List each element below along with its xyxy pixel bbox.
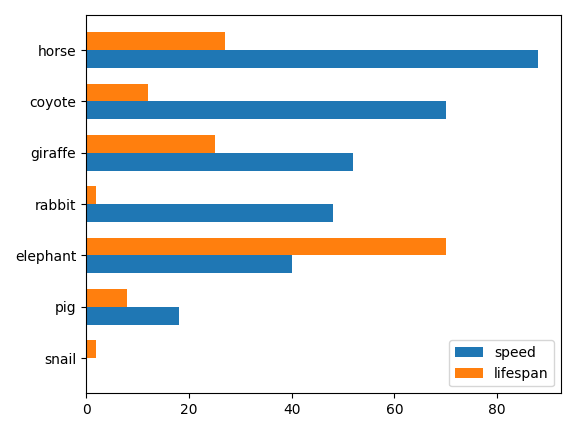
Bar bbox=[86, 238, 446, 255]
Bar bbox=[86, 153, 353, 171]
Bar bbox=[86, 83, 148, 102]
Bar bbox=[86, 340, 96, 358]
Legend: speed, lifespan: speed, lifespan bbox=[449, 340, 554, 386]
Bar bbox=[86, 102, 446, 120]
Bar bbox=[86, 32, 225, 50]
Bar bbox=[86, 307, 179, 325]
Bar bbox=[86, 289, 127, 307]
Bar bbox=[86, 255, 291, 273]
Bar bbox=[86, 135, 215, 153]
Bar bbox=[86, 204, 333, 222]
Bar bbox=[86, 186, 96, 204]
Bar bbox=[86, 50, 539, 68]
